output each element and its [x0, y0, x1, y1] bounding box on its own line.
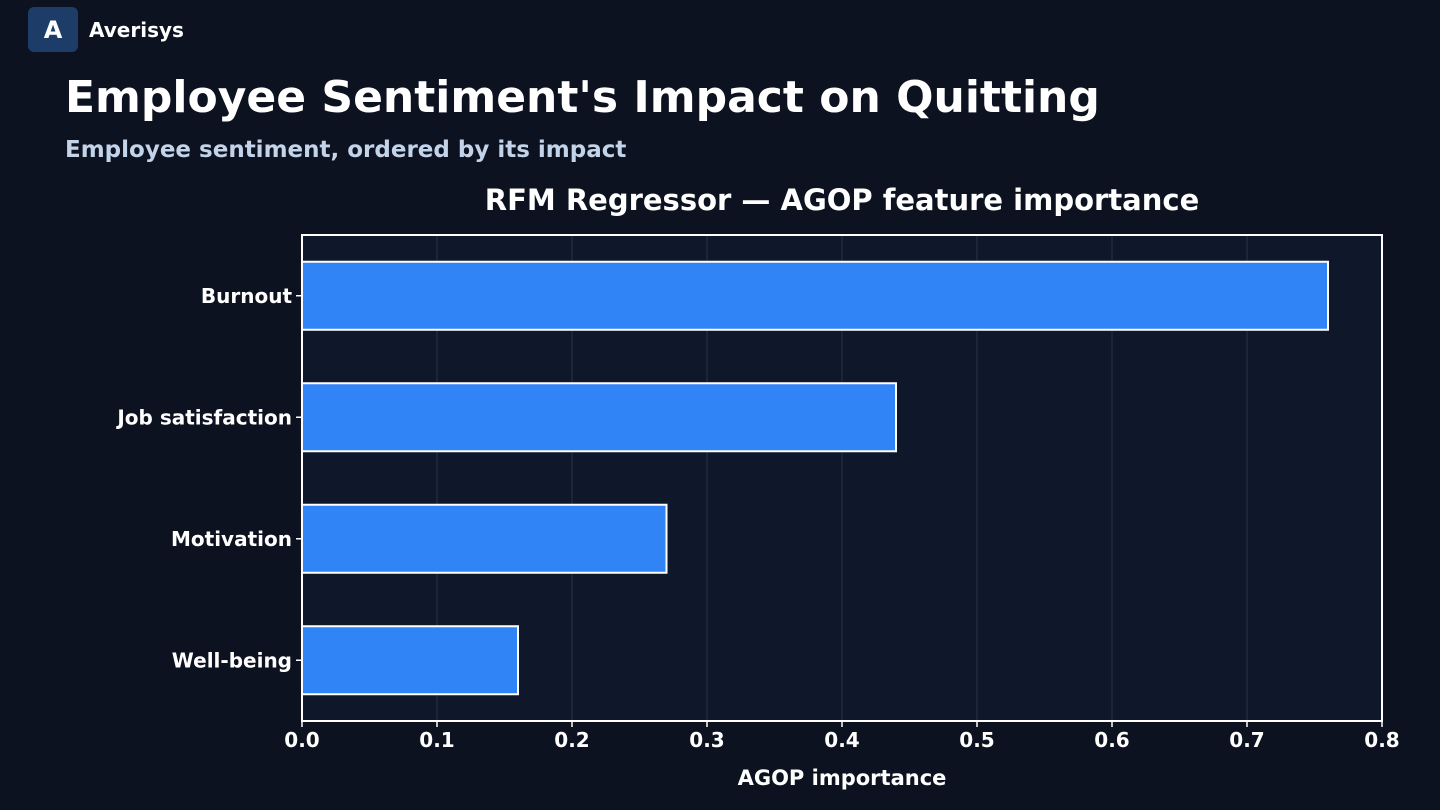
x-axis-label: AGOP importance: [738, 766, 947, 790]
category-label: Job satisfaction: [115, 405, 292, 429]
category-label: Well-being: [172, 648, 292, 672]
bar: [301, 503, 668, 574]
x-tick-label: 0.8: [1364, 728, 1399, 752]
page-subtitle: Employee sentiment, ordered by its impac…: [65, 137, 627, 163]
x-tick-label: 0.0: [284, 728, 319, 752]
x-tick-label: 0.4: [824, 728, 859, 752]
bar: [301, 260, 1329, 331]
x-tick-label: 0.3: [689, 728, 724, 752]
category-label: Motivation: [171, 527, 292, 551]
bar: [301, 625, 519, 696]
page-title: Employee Sentiment's Impact on Quitting: [65, 72, 1100, 123]
x-tick-label: 0.5: [959, 728, 994, 752]
x-tick-label: 0.7: [1229, 728, 1264, 752]
plot-frame: [301, 234, 1383, 722]
logo-badge: A: [28, 7, 78, 52]
x-tick-label: 0.2: [554, 728, 589, 752]
x-tick-label: 0.6: [1094, 728, 1129, 752]
brand: A Averisys: [28, 7, 184, 52]
x-tick-label: 0.1: [419, 728, 454, 752]
bar: [301, 382, 897, 453]
category-label: Burnout: [201, 284, 293, 308]
brand-name: Averisys: [89, 17, 184, 42]
chart-title: RFM Regressor — AGOP feature importance: [485, 183, 1200, 217]
